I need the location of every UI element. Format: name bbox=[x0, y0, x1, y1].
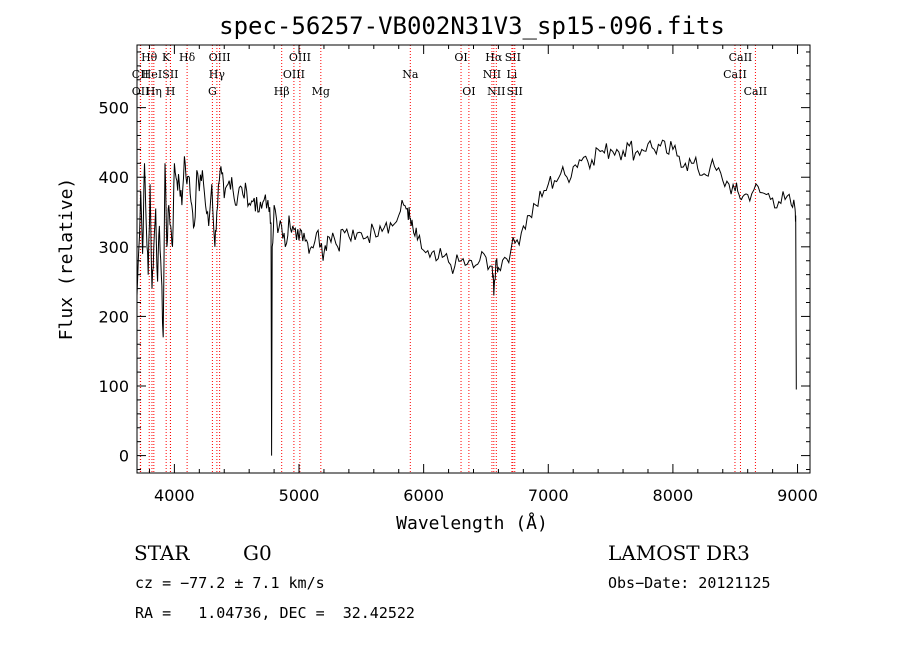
x-tick-label-1: 5000 bbox=[279, 486, 320, 505]
emission-line-label-17: OI bbox=[454, 51, 467, 64]
y-tick-label-0: 0 bbox=[119, 447, 129, 466]
emission-line-label-18: OI bbox=[462, 85, 475, 98]
chart-title: spec-56257-VB002N31V3_sp15-096.fits bbox=[219, 12, 725, 40]
emission-line-label-12: Hβ bbox=[274, 85, 290, 98]
survey-name: LAMOST DR3 bbox=[608, 541, 750, 565]
y-tick-label-1: 100 bbox=[98, 377, 129, 396]
emission-line-label-22: SII bbox=[505, 51, 521, 64]
coordinates: RA = 1.04736, DEC = 32.42522 bbox=[135, 604, 415, 622]
emission-line-label-19: NII bbox=[483, 68, 501, 81]
x-tick-label-0: 4000 bbox=[154, 486, 195, 505]
observation-date: Obs−Date: 20121125 bbox=[608, 574, 771, 592]
emission-line-label-1: OII bbox=[132, 85, 150, 98]
axis-ticks: 4000 5000 6000 7000 8000 9000 0 100 200 300 400 500 bbox=[98, 45, 818, 505]
x-tick-label-5: 9000 bbox=[777, 486, 818, 505]
emission-line-label-23: Li bbox=[506, 68, 517, 81]
x-tick-label-2: 6000 bbox=[403, 486, 444, 505]
emission-line-label-3: HeI bbox=[142, 68, 162, 81]
x-axis-label: Wavelength (Å) bbox=[396, 512, 548, 534]
emission-line-label-20: Hα bbox=[485, 51, 503, 64]
emission-line-label-16: Na bbox=[402, 68, 419, 81]
emission-line-label-2: Hθ bbox=[141, 51, 158, 64]
emission-line-label-11: G bbox=[208, 85, 217, 98]
y-tick-label-5: 500 bbox=[98, 99, 129, 118]
emission-line-label-0: CII bbox=[132, 68, 149, 81]
redshift-cz: cz = −77.2 ± 7.1 km/s bbox=[135, 574, 325, 592]
emission-line-label-7: H bbox=[166, 85, 176, 98]
x-tick-label-3: 7000 bbox=[528, 486, 569, 505]
emission-line-label-25: CaII bbox=[723, 68, 747, 81]
emission-line-label-26: CaII bbox=[729, 51, 753, 64]
emission-line-label-24: SII bbox=[507, 85, 523, 98]
plot-frame bbox=[136, 44, 811, 474]
emission-line-label-9: Hγ bbox=[209, 68, 226, 81]
emission-line-markers: CII OII Hθ HeI Hη K SII H Hδ Hγ OIII G Hβ OIII OIII Mg N… bbox=[132, 45, 767, 473]
x-tick-label-4: 8000 bbox=[653, 486, 694, 505]
emission-line-label-8: Hδ bbox=[179, 51, 196, 64]
y-axis-label: Flux (relative) bbox=[56, 178, 77, 341]
emission-line-label-27: CaII bbox=[744, 85, 768, 98]
emission-line-label-5: K bbox=[162, 51, 171, 64]
y-tick-label-4: 400 bbox=[98, 168, 129, 187]
emission-line-label-15: Mg bbox=[312, 85, 330, 98]
emission-line-label-14: OIII bbox=[289, 51, 311, 64]
y-tick-label-2: 200 bbox=[98, 307, 129, 326]
emission-line-label-10: OIII bbox=[209, 51, 231, 64]
emission-line-label-6: SII bbox=[162, 68, 178, 81]
emission-line-label-21: NII bbox=[487, 85, 505, 98]
emission-line-label-4: Hη bbox=[146, 85, 162, 98]
emission-line-label-13: OIII bbox=[283, 68, 305, 81]
object-subclass: G0 bbox=[243, 541, 272, 565]
y-tick-label-3: 300 bbox=[98, 238, 129, 257]
object-class: STAR bbox=[134, 541, 190, 565]
spectrum-series-line bbox=[136, 139, 797, 456]
